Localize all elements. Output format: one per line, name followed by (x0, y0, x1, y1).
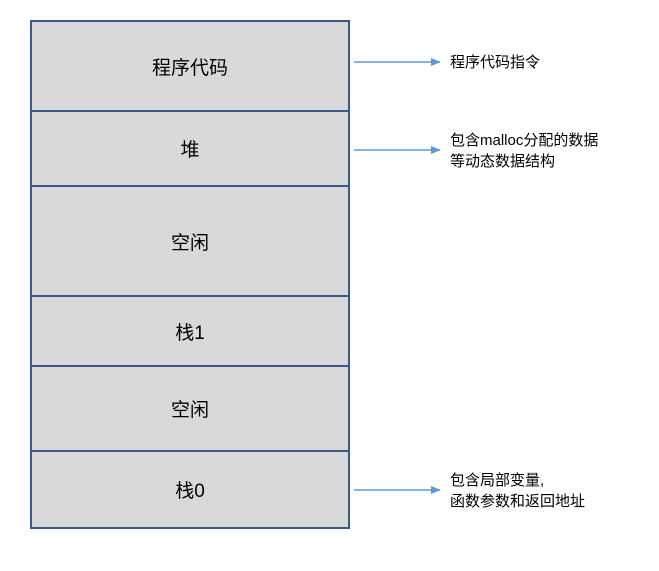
arrows-layer (0, 0, 659, 571)
